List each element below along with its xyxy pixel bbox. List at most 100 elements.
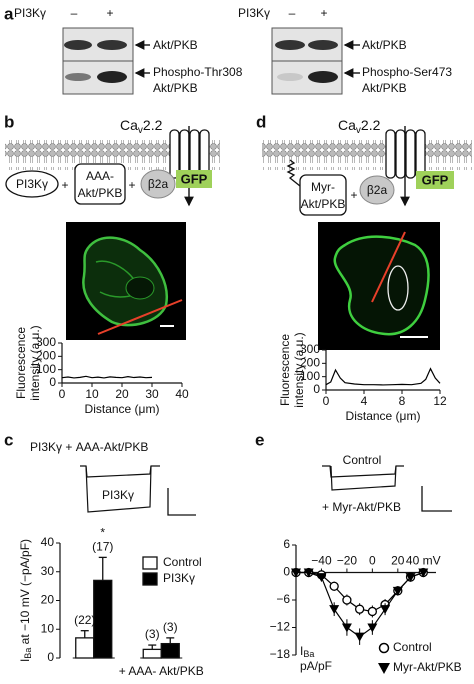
y-tick-label: 0 — [47, 650, 54, 664]
protein-label: Akt/PKB — [78, 186, 123, 200]
channel — [385, 129, 426, 179]
trace-label: + Myr-Akt/PKB — [322, 500, 401, 514]
data-point — [367, 623, 378, 633]
plus-label: + — [320, 6, 327, 20]
bar — [160, 642, 180, 659]
y-tick-label: 0 — [49, 375, 56, 389]
y-tick-label: 0 — [313, 382, 320, 396]
protein-label: GFP — [181, 171, 208, 186]
protein-label: PI3Kγ — [16, 177, 48, 191]
legend-symbol — [378, 663, 390, 674]
y-axis-label: intensity (a.u.) — [292, 332, 306, 407]
condition-label: PI3Kγ — [14, 6, 46, 20]
x-tick-label: 0 — [369, 554, 376, 568]
y-tick-label: −12 — [270, 620, 291, 634]
blot-label: Phospho-Thr308 — [153, 65, 243, 79]
x-tick-label: 20 — [115, 387, 129, 401]
n-label: (3) — [145, 627, 160, 641]
x-tick-label: 40 — [175, 387, 189, 401]
x-tick-label: 0 — [59, 387, 66, 401]
data-point — [354, 632, 365, 642]
y-axis-label-sub: Ba — [23, 648, 33, 659]
x-axis-label: Distance (μm) — [85, 402, 160, 416]
minus-label: – — [289, 6, 296, 20]
y-tick-label: 20 — [41, 593, 55, 607]
trace-label: Control — [343, 453, 382, 467]
data-point — [367, 606, 378, 617]
current-trace — [85, 465, 152, 513]
legend-swatch — [142, 572, 158, 586]
panel-label: d — [256, 112, 266, 131]
x-tick-label: 20 — [391, 554, 405, 568]
current-trace — [80, 465, 160, 478]
y-tick-label: 300 — [36, 335, 56, 349]
trace-label: PI3Kγ — [102, 488, 134, 502]
y-axis-label: Fluorescence — [14, 327, 28, 399]
data-point — [342, 595, 352, 605]
x-tick-label: 4 — [361, 394, 368, 408]
data-point — [392, 586, 403, 596]
y-axis-label: intensity (a.u.) — [28, 325, 42, 400]
scale-bar — [421, 486, 452, 512]
protein-label: GFP — [422, 172, 449, 187]
x-tick-label: 40 mV — [406, 554, 441, 568]
panel-label: a — [4, 4, 14, 23]
channel-main: Ca — [120, 117, 138, 133]
protein-shape — [5, 170, 59, 198]
y-axis-label: Fluorescence — [278, 334, 292, 406]
x-axis-label: Distance (μm) — [346, 409, 421, 423]
panel-label: e — [255, 430, 264, 449]
x-tick-label: −40 — [311, 554, 332, 568]
data-point — [405, 573, 416, 583]
minus-label: – — [71, 6, 78, 20]
data-point — [354, 604, 365, 614]
legend-label: PI3Kγ — [163, 571, 195, 585]
channel-rest: 2.2 — [143, 117, 163, 133]
panel-label: b — [4, 112, 14, 131]
trace-label: PI3Kγ + AAA-Akt/PKB — [30, 440, 148, 454]
x-tick-label: 10 — [85, 387, 99, 401]
y-tick-label: 100 — [300, 369, 320, 383]
plus-sign: + — [61, 178, 68, 192]
legend-swatch — [142, 556, 158, 570]
bar — [93, 579, 113, 659]
legend-label: Myr-Akt/PKB — [393, 660, 462, 674]
plus-label: + — [106, 6, 113, 20]
y-tick-label: 200 — [36, 349, 56, 363]
panel-label: c — [4, 430, 13, 449]
channel-main: Ca — [338, 117, 356, 133]
n-label: (17) — [92, 540, 113, 554]
y-tick-label: 30 — [41, 564, 55, 578]
x-tick-label: −20 — [337, 554, 358, 568]
myristoyl-anchor — [286, 159, 301, 187]
x-tick-label: + AAA- Akt/PKB — [119, 664, 204, 678]
western-blot — [271, 27, 343, 95]
channel-label: Cav2.2 — [338, 117, 381, 136]
y-axis-label-main: I — [18, 659, 32, 662]
n-label: (3) — [163, 620, 178, 634]
x-tick-label: 12 — [433, 394, 447, 408]
significance-mark: * — [100, 526, 105, 540]
channel-sub: v — [138, 125, 143, 136]
x-tick-label: 8 — [399, 394, 406, 408]
y-tick-label: 10 — [41, 621, 55, 635]
legend-label: Control — [163, 555, 202, 569]
y-tick-label: 200 — [300, 356, 320, 370]
legend-symbol — [378, 642, 390, 654]
data-point — [329, 605, 340, 615]
protein-label: β2a — [367, 183, 388, 197]
protein-label: AAA- — [86, 169, 114, 183]
micrograph — [66, 222, 186, 340]
y-tick-label: 100 — [36, 362, 56, 376]
current-trace — [322, 465, 404, 478]
y-tick-label: 6 — [283, 537, 290, 551]
protein-label: Myr- — [311, 180, 335, 194]
x-tick-label: 30 — [145, 387, 159, 401]
channel-label: Cav2.2 — [120, 117, 163, 136]
y-axis-label: IBa — [300, 644, 314, 659]
data-point — [291, 568, 301, 578]
gfp-tag — [176, 170, 212, 188]
y-axis-label-rest: at −10 mV (−pA/pF) — [18, 539, 32, 648]
y-tick-label: −18 — [270, 647, 291, 661]
data-point — [341, 623, 352, 633]
